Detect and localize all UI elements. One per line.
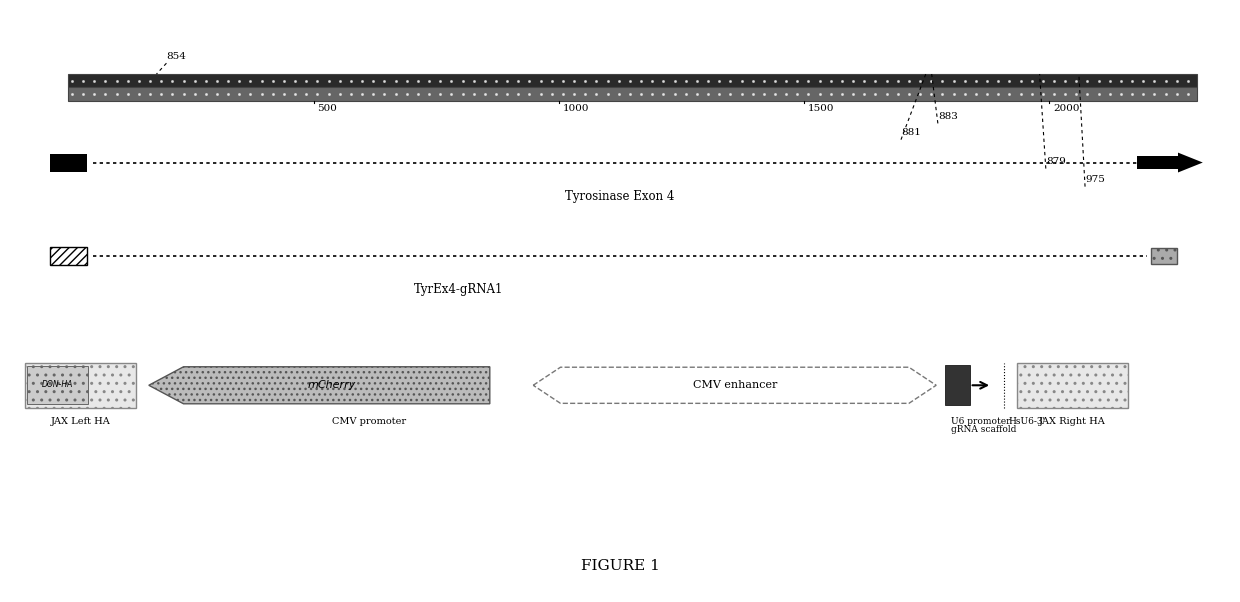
Text: gRNA scaffold: gRNA scaffold: [951, 425, 1017, 433]
Bar: [1017, 362, 1128, 408]
Polygon shape: [533, 367, 936, 403]
Bar: [68, 74, 1197, 87]
Text: Tyrosinase Exon 4: Tyrosinase Exon 4: [565, 190, 675, 203]
Text: 500: 500: [317, 104, 337, 113]
Text: 2000: 2000: [1053, 104, 1080, 113]
Polygon shape: [1178, 153, 1203, 172]
Text: HsU6-3': HsU6-3': [1008, 417, 1045, 426]
Text: 879: 879: [1045, 157, 1065, 166]
Bar: [50, 247, 87, 265]
Text: 975: 975: [1085, 175, 1105, 184]
Text: CMV enhancer: CMV enhancer: [692, 380, 777, 390]
Text: TyrEx4-gRNA1: TyrEx4-gRNA1: [414, 283, 503, 296]
Text: CMV promoter: CMV promoter: [332, 417, 405, 426]
Text: 883: 883: [937, 112, 957, 121]
Text: 1000: 1000: [563, 104, 589, 113]
Text: DON-HA: DON-HA: [42, 380, 73, 388]
Bar: [945, 365, 970, 405]
Text: mCherry: mCherry: [308, 380, 356, 390]
Text: 854: 854: [166, 52, 186, 61]
Text: JAX Left HA: JAX Left HA: [51, 417, 110, 426]
Bar: [27, 366, 88, 405]
Bar: [50, 154, 87, 172]
Bar: [68, 87, 1197, 101]
Text: U6 promoter: U6 promoter: [951, 417, 1011, 426]
Bar: [1137, 156, 1180, 169]
Polygon shape: [149, 367, 490, 404]
Text: 1500: 1500: [807, 104, 835, 113]
Text: 881: 881: [901, 128, 921, 137]
Bar: [25, 362, 136, 408]
Bar: [1151, 248, 1177, 264]
Text: FIGURE 1: FIGURE 1: [580, 559, 660, 573]
Text: JAX Right HA: JAX Right HA: [1039, 417, 1106, 426]
